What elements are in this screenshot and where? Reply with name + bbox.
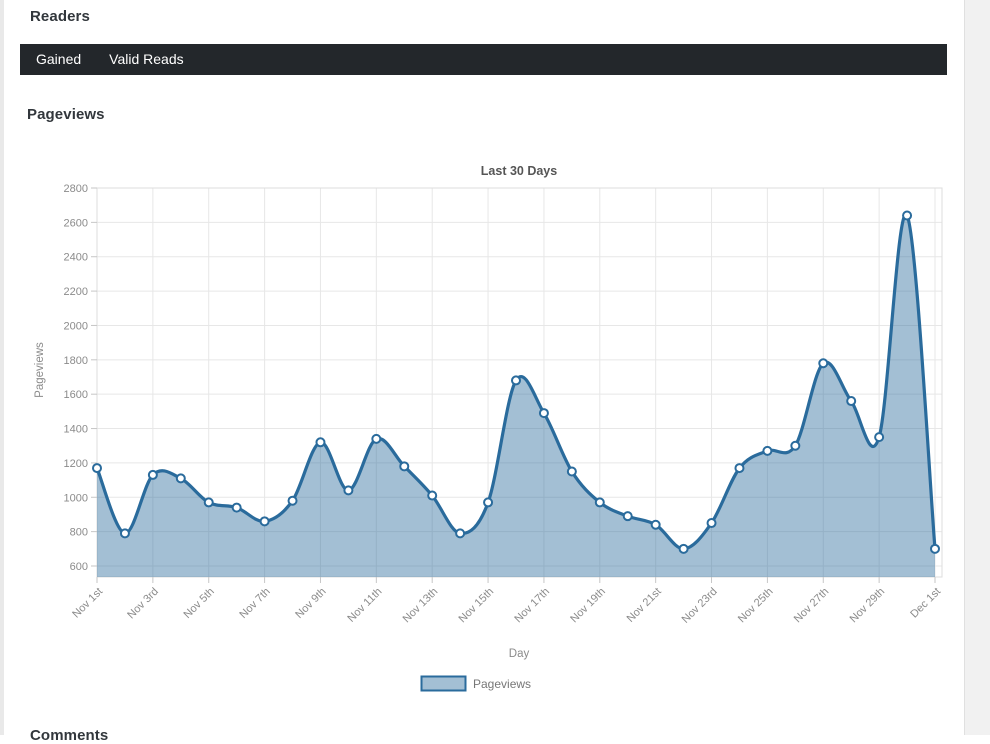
data-point-marker[interactable] <box>846 396 857 407</box>
data-point-marker[interactable] <box>483 497 494 508</box>
x-tick-label: Nov 13th <box>401 586 441 626</box>
data-point-marker[interactable] <box>734 463 745 474</box>
data-point-marker[interactable] <box>175 473 186 484</box>
data-point-marker[interactable] <box>231 502 242 513</box>
y-tick-label: 600 <box>70 561 88 573</box>
x-tick-label: Nov 7th <box>237 586 272 621</box>
x-tick-label: Nov 17th <box>512 586 552 626</box>
x-tick-label: Nov 5th <box>182 586 217 621</box>
x-tick-label: Nov 19th <box>568 586 608 626</box>
y-axis-label: Pageviews <box>34 342 46 398</box>
y-tick-label: 2400 <box>64 252 88 264</box>
data-point-marker[interactable] <box>399 461 410 472</box>
x-tick-label: Nov 21st <box>625 586 664 625</box>
data-point-marker[interactable] <box>287 495 298 506</box>
data-point-marker[interactable] <box>427 490 438 501</box>
page-right-gutter <box>964 0 990 735</box>
data-point-marker[interactable] <box>706 518 717 529</box>
data-point-marker[interactable] <box>92 463 102 474</box>
data-point-marker[interactable] <box>594 497 605 508</box>
y-tick-label: 2800 <box>64 183 88 195</box>
data-point-marker[interactable] <box>818 358 829 369</box>
chart-grid <box>91 187 943 583</box>
data-point-marker[interactable] <box>762 445 773 456</box>
comments-heading: Comments <box>30 727 109 744</box>
data-point-marker[interactable] <box>874 432 885 443</box>
data-point-marker[interactable] <box>566 466 577 477</box>
pageviews-chart: 600 800 1000 1200 1400 1600 1800 2000 2200 2400 26… <box>34 164 943 692</box>
data-point-marker[interactable] <box>371 433 382 444</box>
data-point-marker[interactable] <box>147 469 158 480</box>
data-point-marker[interactable] <box>259 516 270 527</box>
data-point-marker[interactable] <box>343 485 354 496</box>
tab-gained[interactable]: Gained <box>36 51 82 67</box>
y-tick-label: 1800 <box>64 355 88 367</box>
x-tick-label: Nov 1st <box>70 586 105 621</box>
y-tick-label: 1000 <box>64 492 88 504</box>
legend-swatch <box>420 675 467 692</box>
x-axis-label: Day <box>509 648 530 660</box>
x-tick-label: Nov 11th <box>345 586 384 625</box>
tab-valid-reads[interactable]: Valid Reads <box>109 51 184 67</box>
data-point-marker[interactable] <box>622 511 633 522</box>
x-tick-label: Dec 1st <box>908 586 943 621</box>
pageviews-heading: Pageviews <box>27 106 105 123</box>
data-point-marker[interactable] <box>538 408 549 419</box>
data-point-marker[interactable] <box>119 528 130 539</box>
data-point-marker[interactable] <box>455 528 466 539</box>
y-tick-label: 2000 <box>64 320 88 332</box>
data-point-marker[interactable] <box>678 543 689 554</box>
data-point-marker[interactable] <box>930 543 940 554</box>
readers-tabbar: Gained Valid Reads <box>20 44 947 75</box>
legend-label: Pageviews <box>473 677 531 691</box>
x-tick-label: Nov 23rd <box>680 586 720 626</box>
data-point-marker[interactable] <box>790 440 801 451</box>
page-left-gutter <box>0 0 4 735</box>
series-area <box>97 214 935 578</box>
pageviews-series <box>92 210 940 578</box>
data-point-marker[interactable] <box>511 375 521 386</box>
x-tick-label: Nov 29th <box>848 586 888 626</box>
y-tick-label: 1400 <box>64 424 88 436</box>
data-point-marker[interactable] <box>315 437 326 448</box>
series-line <box>95 212 937 551</box>
data-point-marker[interactable] <box>650 519 661 530</box>
y-tick-label: 800 <box>70 527 88 539</box>
x-tick-label: Nov 15th <box>457 586 497 626</box>
x-tick-label: Nov 3rd <box>125 586 161 622</box>
chart-title: Last 30 Days <box>481 164 557 178</box>
x-tick-label: Nov 9th <box>293 586 328 621</box>
x-tick-label: Nov 25th <box>736 586 776 626</box>
y-tick-label: 1600 <box>64 389 88 401</box>
y-tick-label: 2200 <box>64 286 88 298</box>
data-point-marker[interactable] <box>902 210 913 221</box>
x-tick-label: Nov 27th <box>792 586 832 626</box>
y-tick-label: 1200 <box>64 458 88 470</box>
y-tick-label: 2600 <box>64 217 88 229</box>
data-point-marker[interactable] <box>203 497 214 508</box>
readers-heading: Readers <box>30 8 90 25</box>
